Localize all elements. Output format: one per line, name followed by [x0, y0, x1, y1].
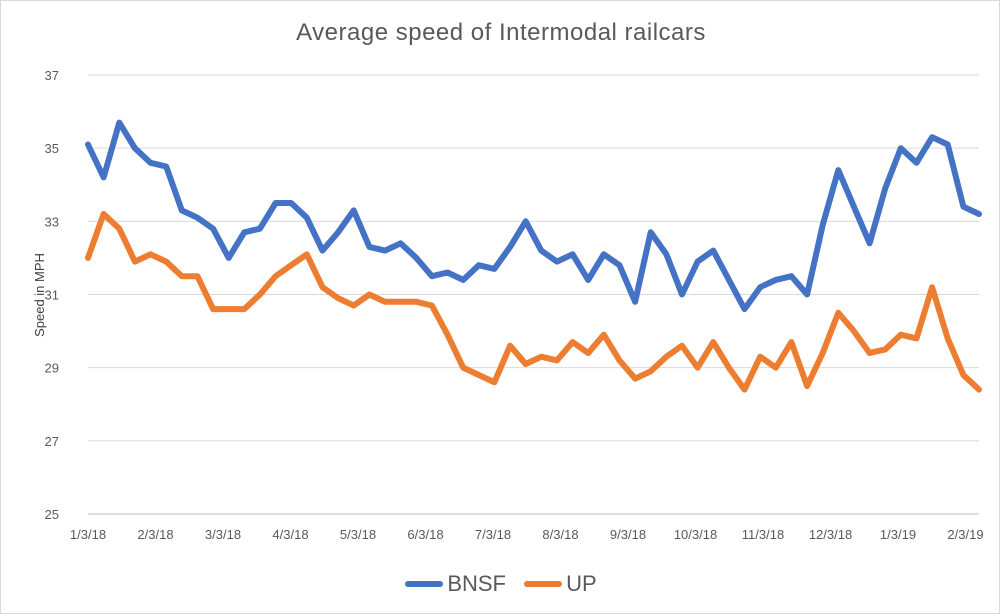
x-tick-label: 1/3/19	[880, 527, 916, 542]
legend-item-bnsf: BNSF	[405, 571, 506, 597]
axes: 25 27 29 31 33 35 37 1/3/18 2/3/18 3/3/18 4/3/18 5/…	[45, 68, 984, 542]
series-line-bnsf	[85, 119, 982, 313]
gridlines	[88, 74, 979, 442]
series-line-up	[85, 211, 982, 393]
x-tick-label: 2/3/18	[137, 527, 173, 542]
x-tick-label: 8/3/18	[542, 527, 578, 542]
series-lines	[85, 119, 982, 393]
y-tick-label: 29	[45, 361, 59, 376]
x-tick-label: 5/3/18	[340, 527, 376, 542]
x-tick-label: 9/3/18	[610, 527, 646, 542]
x-tick-label: 3/3/18	[205, 527, 241, 542]
legend-swatch-bnsf	[405, 581, 444, 587]
x-tick-label: 7/3/18	[475, 527, 511, 542]
legend-label-bnsf: BNSF	[447, 571, 506, 596]
legend-item-up: UP	[524, 571, 597, 597]
x-tick-label: 10/3/18	[674, 527, 717, 542]
x-tick-label: 2/3/19	[947, 527, 983, 542]
y-tick-label: 33	[45, 214, 59, 229]
x-tick-label: 6/3/18	[407, 527, 443, 542]
legend-label-up: UP	[566, 571, 597, 596]
y-tick-label: 25	[45, 507, 59, 522]
legend-swatch-up	[524, 581, 563, 587]
x-tick-label: 12/3/18	[809, 527, 852, 542]
y-tick-label: 37	[45, 68, 59, 83]
x-tick-label: 4/3/18	[272, 527, 308, 542]
y-tick-label: 35	[45, 141, 59, 156]
x-tick-label: 1/3/18	[70, 527, 106, 542]
y-tick-label: 27	[45, 434, 59, 449]
y-tick-label: 31	[45, 288, 59, 303]
chart-title: Average speed of Intermodal railcars	[296, 19, 706, 46]
legend: BNSF UP	[1, 567, 1000, 597]
x-tick-label: 11/3/18	[742, 527, 784, 542]
y-axis-title: Speed in MPH	[32, 253, 47, 337]
